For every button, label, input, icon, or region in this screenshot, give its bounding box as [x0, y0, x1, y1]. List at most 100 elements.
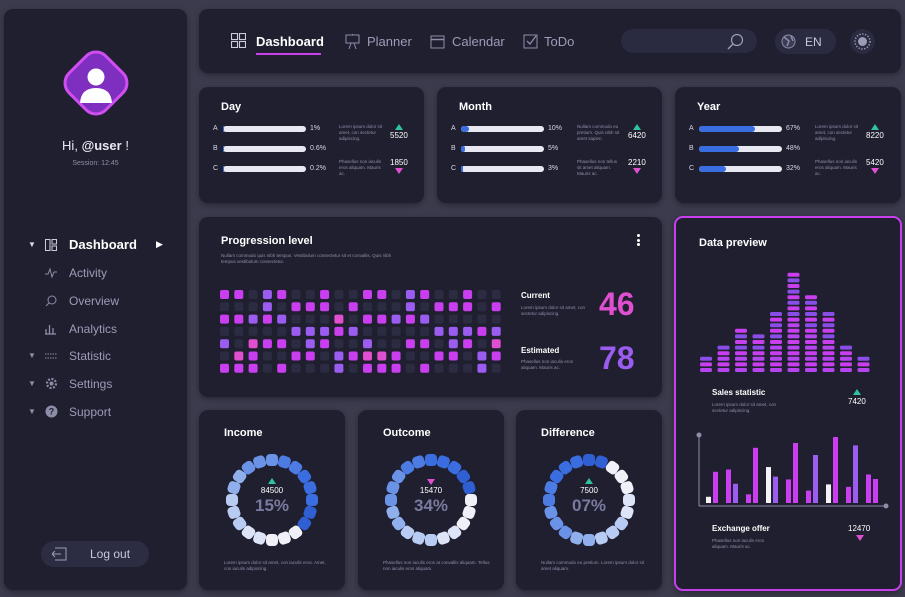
preview-bar-segment: [717, 368, 730, 372]
progress-dot: [248, 314, 258, 324]
sidebar: Hi, @user ! Session: 12:45 ▼ Dashboard ▶…: [4, 9, 187, 590]
language-selector[interactable]: EN: [775, 29, 836, 54]
bar-label: A: [213, 125, 218, 132]
trend-down-icon: [633, 168, 641, 174]
preview-bar-segment: [840, 345, 852, 350]
stat-desc: Phasellus non tellus sit amet aliquam. M…: [577, 159, 618, 176]
sidebar-item-statistic[interactable]: ▼ Statistic: [28, 347, 168, 365]
bar-label: B: [213, 145, 218, 152]
preview-bar-segment: [805, 351, 817, 356]
current-label: Current: [521, 291, 550, 300]
preview-bar-segment: [700, 362, 712, 367]
donut-value: 7500: [580, 486, 598, 495]
more-options-icon[interactable]: [636, 234, 642, 248]
preview-bar-segment: [805, 323, 817, 328]
preview-bar-segment: [822, 340, 835, 344]
logout-button[interactable]: Log out: [41, 541, 149, 567]
progress-dot: [391, 314, 401, 324]
donut-ring: [385, 454, 477, 546]
preview-bar-segment: [735, 340, 747, 344]
progress-dot: [420, 290, 430, 299]
theme-toggle[interactable]: [850, 29, 875, 54]
donut-segment: [226, 494, 238, 506]
progress-dot: [463, 326, 473, 336]
preview-bar-segment: [752, 351, 765, 356]
preview-bar-segment: [822, 351, 835, 356]
sidebar-item-analytics[interactable]: Analytics: [28, 320, 168, 338]
exchange-bar: [866, 474, 871, 503]
progress-dot: [363, 351, 372, 361]
donut-segment: [385, 494, 397, 506]
progress-bar: [223, 126, 306, 132]
donut-segment: [614, 469, 629, 484]
donut-segment: [605, 525, 620, 540]
preview-bar-segment: [840, 368, 852, 372]
preview-bar-segment: [805, 356, 817, 361]
sidebar-item-activity[interactable]: Activity: [28, 264, 168, 282]
preview-bar-segment: [717, 345, 730, 350]
tab-label: Planner: [367, 34, 412, 49]
sidebar-item-dashboard[interactable]: ▼ Dashboard ▶: [28, 236, 168, 254]
preview-bar-segment: [717, 362, 730, 367]
progress-dot: [262, 363, 272, 373]
donut-segment: [544, 481, 558, 495]
exchange-bar: [773, 476, 778, 503]
donut-segment: [306, 494, 318, 506]
sliders-icon: [45, 353, 57, 359]
preview-bar-segment: [787, 368, 800, 372]
progress-bar: [461, 166, 544, 172]
search-input[interactable]: [621, 29, 757, 53]
progress-dot: [434, 363, 444, 373]
progress-dot: [377, 351, 387, 361]
sidebar-item-support[interactable]: ▼ ? Support: [28, 403, 168, 421]
donut-segment: [297, 469, 312, 484]
data-preview-card: Data preview Sales statistic Lorem ipsum…: [674, 216, 902, 591]
progress-dot: [220, 351, 229, 361]
trend-up-icon: [585, 478, 593, 484]
preview-bar-segment: [735, 362, 747, 367]
progress-dot: [348, 314, 358, 324]
progress-dot: [420, 302, 430, 312]
progress-dot: [377, 302, 387, 312]
sales-label: Sales statistic: [712, 388, 766, 397]
donut-segment: [436, 531, 450, 545]
sidebar-item-label: Analytics: [69, 322, 118, 336]
exchange-desc: Phasellus non iaculis eros aliquam. Maur…: [712, 538, 765, 549]
sidebar-item-settings[interactable]: ▼ Settings: [28, 375, 168, 393]
tab-planner[interactable]: Planner: [345, 33, 415, 53]
progress-dot: [377, 339, 387, 349]
tab-dashboard[interactable]: Dashboard: [231, 33, 327, 57]
progress-dot: [291, 363, 301, 373]
exchange-bar: [873, 479, 878, 503]
progress-dot: [334, 290, 344, 299]
progression-dot-grid: [220, 290, 501, 373]
stat-desc: Lorem ipsum dolor sit amet, con sectetur…: [339, 124, 383, 141]
progress-dot: [291, 302, 301, 312]
donut-segment: [232, 516, 247, 531]
estimated-value: 78: [599, 340, 635, 376]
greeting: Hi, @user !: [62, 138, 129, 153]
caret-down-icon: ▼: [28, 351, 36, 360]
sales-value: 7420: [848, 397, 866, 406]
progress-dot: [234, 326, 244, 336]
preview-bar-segment: [787, 272, 800, 277]
tab-todo[interactable]: ToDo: [523, 33, 583, 53]
donut-segment: [456, 516, 471, 531]
progress-dot: [248, 351, 258, 361]
sidebar-item-label: Dashboard: [69, 237, 137, 252]
donut-segment: [620, 481, 634, 495]
progress-dot: [277, 314, 287, 324]
sidebar-item-overview[interactable]: Overview: [28, 292, 168, 310]
preview-bar-segment: [805, 368, 817, 372]
bar-percent: 1%: [310, 125, 321, 132]
progress-bar: [461, 146, 544, 152]
progress-dot: [420, 339, 430, 349]
preview-bar-segment: [787, 289, 800, 294]
search-icon: [727, 33, 744, 50]
progress-dot: [220, 302, 229, 312]
preview-bar-segment: [805, 328, 817, 333]
tab-calendar[interactable]: Calendar: [430, 33, 510, 53]
preview-bar-segment: [805, 295, 817, 300]
preview-bar-segment: [700, 356, 712, 361]
progress-dot: [248, 339, 258, 349]
